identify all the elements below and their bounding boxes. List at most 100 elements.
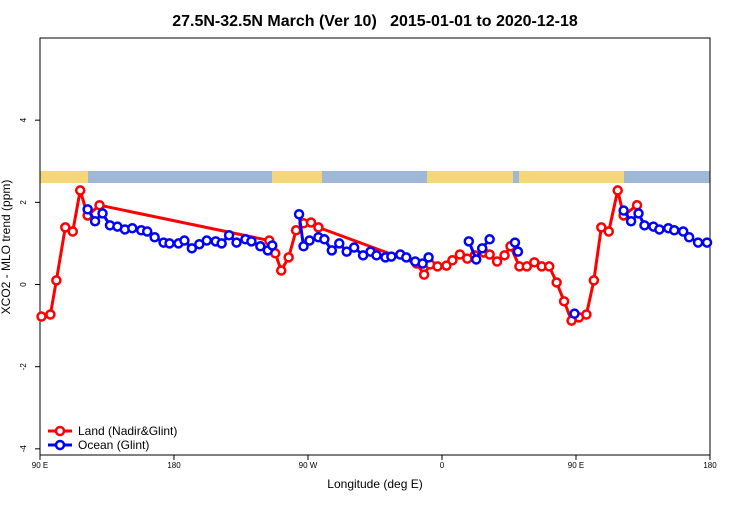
data-point <box>529 257 540 268</box>
data-point <box>141 226 153 237</box>
data-point <box>348 242 360 253</box>
data-point <box>179 235 190 246</box>
data-point <box>692 237 704 248</box>
data-point <box>581 309 592 320</box>
data-point <box>67 226 79 237</box>
data-point <box>305 217 317 228</box>
data-point <box>89 215 101 227</box>
data-point <box>36 311 47 322</box>
land-band <box>519 171 624 183</box>
data-point <box>631 199 643 211</box>
y-tick-label: -2 <box>19 363 28 371</box>
data-point <box>454 249 466 260</box>
data-point <box>186 243 198 254</box>
data-point <box>401 252 412 263</box>
map-band <box>40 171 710 183</box>
data-point <box>386 251 397 262</box>
data-point <box>223 229 235 241</box>
x-tick-label: 180 <box>167 461 181 470</box>
data-point <box>491 256 503 267</box>
data-point <box>551 277 562 288</box>
data-point <box>60 222 71 233</box>
data-point <box>596 222 607 233</box>
land-band <box>272 171 322 183</box>
data-point <box>293 208 305 220</box>
data-point <box>97 208 108 219</box>
data-point <box>618 205 629 216</box>
data-point <box>164 238 175 249</box>
data-point <box>275 265 287 276</box>
legend-marker <box>54 439 66 451</box>
data-point <box>512 246 524 257</box>
data-point <box>639 220 650 231</box>
data-point <box>677 226 689 237</box>
data-point <box>326 245 338 256</box>
x-tick-label: 90 E <box>32 461 48 470</box>
data-point <box>470 254 482 265</box>
x-axis-label: Longitude (deg E) <box>327 477 422 491</box>
data-point <box>304 235 315 246</box>
data-point <box>612 185 623 196</box>
data-point <box>371 250 382 261</box>
y-tick-label: 2 <box>19 200 28 205</box>
data-point <box>603 226 615 237</box>
legend-label: Land (Nadir&Glint) <box>78 424 177 438</box>
data-point <box>447 255 458 266</box>
data-point <box>484 234 495 245</box>
data-point <box>521 261 533 272</box>
y-axis-label: XCO2 - MLO trend (ppm) <box>0 180 13 315</box>
x-tick-label: 0 <box>440 461 445 470</box>
data-point <box>499 250 510 261</box>
legend-label: Ocean (Glint) <box>78 438 149 452</box>
data-point <box>423 252 434 263</box>
y-tick-label: 0 <box>19 282 28 287</box>
data-point <box>45 309 56 320</box>
data-point <box>334 238 345 249</box>
x-tick-label: 90 W <box>299 461 318 470</box>
land-band <box>40 171 88 183</box>
data-point <box>669 225 680 236</box>
data-point <box>476 243 488 254</box>
y-tick-label: -4 <box>19 445 28 453</box>
data-point <box>558 296 570 307</box>
data-point <box>509 237 521 248</box>
data-point <box>51 275 62 286</box>
data-point <box>82 204 93 215</box>
legend-marker <box>54 425 66 437</box>
data-point <box>94 199 105 211</box>
data-point <box>633 208 644 219</box>
data-point <box>231 237 242 248</box>
data-point <box>313 222 324 233</box>
data-point <box>298 241 309 252</box>
data-point <box>341 246 352 257</box>
data-point <box>417 258 428 269</box>
data-point <box>201 235 213 246</box>
data-point <box>149 232 160 243</box>
data-point <box>246 236 257 247</box>
y-tick-label: 4 <box>19 117 28 122</box>
data-point <box>290 225 302 236</box>
chart-title: 27.5N-32.5N March (Ver 10) 2015-01-01 to… <box>172 13 578 30</box>
data-point <box>74 185 86 196</box>
data-point <box>654 224 665 235</box>
data-point <box>588 275 600 286</box>
data-point <box>625 215 637 227</box>
data-point <box>432 261 443 272</box>
x-tick-label: 90 E <box>568 461 584 470</box>
data-point <box>418 269 430 280</box>
data-point <box>283 252 294 263</box>
land-band <box>427 171 513 183</box>
data-point <box>569 308 580 319</box>
data-point <box>683 232 695 243</box>
x-tick-label: 180 <box>703 461 717 470</box>
data-point <box>127 222 138 234</box>
data-point <box>463 236 475 247</box>
data-point <box>543 261 555 272</box>
data-point <box>255 241 266 252</box>
data-point <box>267 240 278 251</box>
data-point <box>701 237 713 248</box>
data-point <box>484 249 495 260</box>
data-point <box>216 238 227 249</box>
data-point <box>319 234 330 245</box>
